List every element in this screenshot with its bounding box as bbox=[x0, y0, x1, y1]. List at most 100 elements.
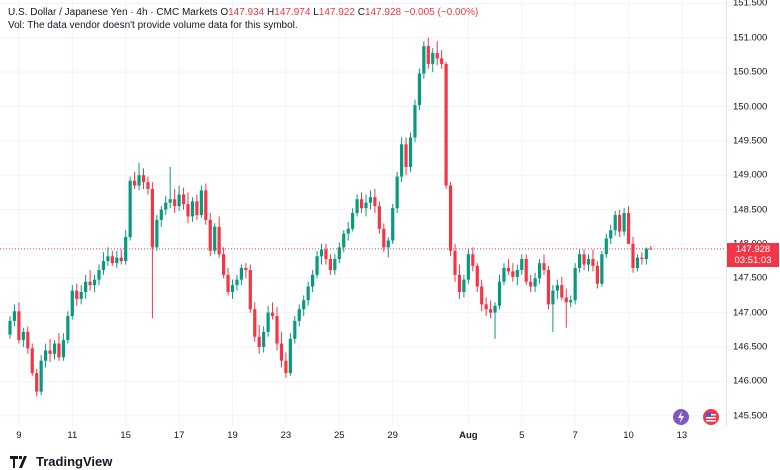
candle-body bbox=[128, 180, 132, 238]
candle-body bbox=[457, 274, 462, 293]
candle-body bbox=[395, 176, 399, 209]
candle-body bbox=[408, 137, 413, 167]
candle-body bbox=[502, 267, 506, 282]
candle-body bbox=[529, 281, 533, 287]
candle-body bbox=[453, 250, 457, 275]
price-tick-label: 150.500 bbox=[733, 66, 768, 78]
current-price-value: 147.928 bbox=[735, 243, 771, 255]
candle-body bbox=[266, 312, 270, 332]
candle-body bbox=[275, 316, 279, 344]
candle-body bbox=[88, 281, 92, 286]
candle-body bbox=[146, 182, 150, 189]
candle-body bbox=[422, 46, 426, 74]
price-axis[interactable]: 145.500146.000146.500147.000147.500148.0… bbox=[726, 0, 780, 426]
candle-body bbox=[235, 279, 239, 286]
candle-body bbox=[448, 185, 453, 251]
candle-body bbox=[52, 343, 57, 354]
candle-body bbox=[377, 206, 381, 229]
brand-name: TradingView bbox=[36, 454, 113, 469]
candle-body bbox=[248, 270, 252, 310]
candle-body bbox=[386, 240, 390, 248]
candle-body bbox=[351, 213, 355, 229]
candle-body bbox=[199, 190, 203, 216]
candle-body bbox=[190, 201, 195, 217]
candle-body bbox=[546, 270, 551, 305]
candle-body bbox=[333, 259, 337, 271]
candle-body bbox=[262, 331, 266, 347]
candle-body bbox=[110, 256, 114, 264]
price-tick-label: 151.000 bbox=[733, 32, 768, 44]
legend-close: 147.928 bbox=[364, 7, 402, 18]
candle-body bbox=[404, 144, 408, 167]
legend-volume-note: Vol: The data vendor doesn't provide vol… bbox=[8, 20, 298, 31]
candle-body bbox=[555, 285, 559, 291]
candle-body bbox=[417, 73, 421, 106]
candle-body bbox=[253, 309, 257, 337]
time-axis[interactable]: 9 11 15 17 19 23 25 29 Aug 5 7 10 13 bbox=[0, 426, 726, 446]
candle-body bbox=[217, 226, 221, 255]
legend-high-label: H bbox=[267, 7, 275, 18]
chart-area[interactable] bbox=[0, 0, 726, 426]
candle-body bbox=[569, 300, 573, 303]
candle-body bbox=[444, 63, 448, 186]
brand-logo: TradingView bbox=[10, 454, 112, 469]
candle-body bbox=[497, 281, 502, 306]
candle-body bbox=[17, 311, 21, 341]
candle-body bbox=[413, 105, 417, 138]
legend-high: 147.974 bbox=[274, 7, 311, 18]
current-price-label: 147.928 03:51:03 bbox=[727, 242, 779, 267]
legend-open-label: O bbox=[220, 7, 229, 18]
candle-body bbox=[115, 257, 119, 264]
candle-body bbox=[173, 199, 177, 207]
candle-body bbox=[337, 247, 341, 260]
candle-body bbox=[431, 52, 435, 64]
candle-body bbox=[382, 228, 386, 248]
candle-body bbox=[573, 267, 577, 301]
candle-body bbox=[48, 350, 52, 354]
price-tick-label: 151.500 bbox=[733, 0, 768, 9]
candle-body bbox=[297, 309, 301, 321]
candle-body bbox=[164, 202, 168, 210]
time-tick-label: 11 bbox=[67, 430, 78, 441]
legend-low-label: L bbox=[313, 7, 319, 18]
time-tick-label: 23 bbox=[280, 430, 292, 441]
candle-body bbox=[591, 259, 595, 266]
candle-body bbox=[391, 208, 395, 241]
candle-body bbox=[551, 290, 555, 305]
candle-body bbox=[564, 297, 568, 303]
candle-body bbox=[515, 270, 519, 277]
candle-body bbox=[328, 259, 332, 271]
time-tick-label: 9 bbox=[16, 430, 22, 441]
candle-body bbox=[595, 265, 599, 284]
candle-body bbox=[279, 343, 284, 361]
candlestick-plot[interactable] bbox=[0, 0, 726, 426]
candle-body bbox=[106, 256, 110, 262]
candle-body bbox=[124, 237, 128, 262]
candle-body bbox=[560, 285, 564, 298]
candle-body bbox=[364, 202, 368, 209]
time-tick-label: 10 bbox=[623, 430, 634, 441]
candle-body bbox=[324, 249, 328, 260]
candle-body bbox=[440, 58, 444, 64]
time-tick-label: 25 bbox=[334, 430, 345, 441]
lightning-icon[interactable] bbox=[673, 409, 689, 425]
legend-change: −0.005 (−0.00%) bbox=[403, 7, 479, 18]
candle-body bbox=[84, 281, 88, 293]
candle-body bbox=[21, 331, 25, 341]
candle-body bbox=[435, 52, 439, 59]
price-tick-label: 147.500 bbox=[733, 272, 768, 284]
candle-countdown: 03:51:03 bbox=[734, 254, 772, 266]
flag-icon[interactable] bbox=[703, 409, 719, 425]
candle-body bbox=[155, 219, 159, 248]
candle-body bbox=[426, 46, 430, 64]
time-tick-label: 15 bbox=[120, 430, 131, 441]
candle-body bbox=[622, 213, 626, 232]
candle-body bbox=[150, 188, 154, 248]
price-tick-label: 150.000 bbox=[733, 101, 768, 112]
candle-body bbox=[133, 180, 137, 186]
candle-body bbox=[604, 238, 608, 255]
candle-body bbox=[644, 248, 648, 260]
candle-body bbox=[26, 331, 30, 349]
candle-body bbox=[97, 270, 101, 280]
candle-body bbox=[524, 259, 528, 282]
